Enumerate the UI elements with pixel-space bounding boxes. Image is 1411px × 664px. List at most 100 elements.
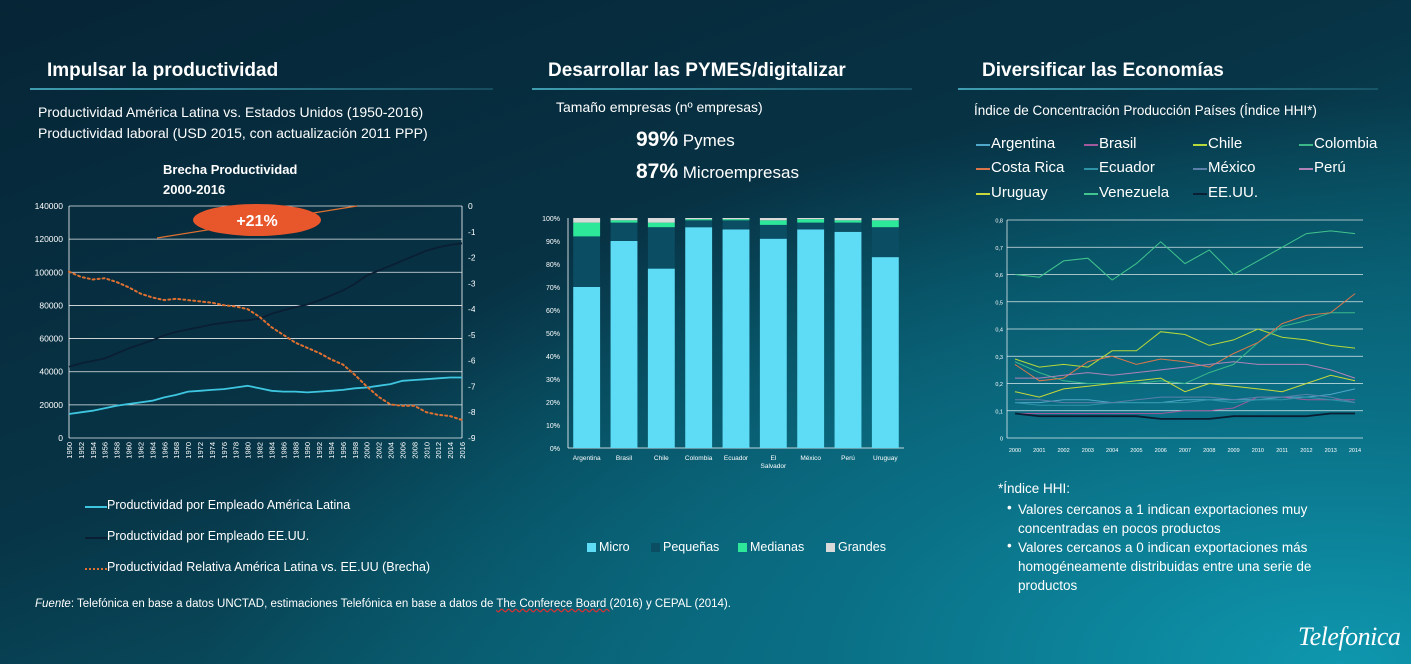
y-tick-label: 0,6 <box>995 273 1003 279</box>
x-tick-label: 1952 <box>77 442 86 459</box>
x-tick-label: 2013 <box>1325 448 1337 454</box>
y-tick-label: 30% <box>546 377 560 384</box>
section-title-productivity: Impulsar la productividad <box>47 60 279 81</box>
bar-segment <box>573 222 601 237</box>
section-title-diversify: Diversificar las Economías <box>982 60 1224 81</box>
source-link[interactable]: The Conferece Board <box>496 598 610 610</box>
hhi-legend-label: Costa Rica <box>991 159 1065 176</box>
bar-segment <box>573 236 601 287</box>
hhi-series-line <box>1015 361 1356 379</box>
hhi-legend-swatch <box>1084 144 1098 146</box>
productivity-chart: 020000400006000080000100000120000140000 … <box>35 201 475 459</box>
bar-segment <box>647 268 675 448</box>
y-tick-label-right: -9000 <box>468 433 475 443</box>
x-tick-label: 2007 <box>1179 448 1191 454</box>
gap-badge: +21% <box>236 213 277 230</box>
y-tick-label: 40% <box>546 354 560 361</box>
x-tick-label: 1996 <box>339 442 348 459</box>
x-tick-label: 1980 <box>244 442 253 459</box>
y-tick-label-left: 0 <box>58 433 63 443</box>
x-tick-label: 1982 <box>256 442 265 459</box>
bar-segment <box>610 218 638 221</box>
y-tick-label-right: -1000 <box>468 227 475 237</box>
x-tick-label: 2006 <box>398 442 407 459</box>
hhi-series-line <box>1014 374 1356 398</box>
x-tick-label: 2010 <box>422 442 431 459</box>
y-tick-label: 0 <box>1000 437 1003 443</box>
legend-gap: Productividad Relativa América Latina vs… <box>107 560 431 574</box>
y-tick-label: 100% <box>542 216 560 223</box>
stat-micro-value: 87% <box>636 160 679 183</box>
y-tick-label: 0% <box>550 446 560 453</box>
x-tick-label: 2000 <box>1009 448 1021 454</box>
hhi-series-line <box>1014 396 1356 406</box>
x-tick-label: 2001 <box>1033 448 1045 454</box>
legend-swatch-gap <box>85 568 107 570</box>
x-tick-label: Argentina <box>573 455 601 462</box>
x-tick-label: 1958 <box>113 442 122 459</box>
bar-segment <box>573 287 601 448</box>
x-tick-label: 2011 <box>1276 448 1288 454</box>
bar-segment <box>834 218 862 221</box>
productivity-subtitle-1: Productividad América Latina vs. Estados… <box>38 104 424 120</box>
y-tick-label: 70% <box>546 285 560 292</box>
x-tick-label: Colombia <box>685 455 713 462</box>
x-tick-label: 2012 <box>1300 448 1312 454</box>
x-tick-label: 2012 <box>434 442 443 459</box>
y-tick-label: 0,3 <box>995 355 1003 361</box>
y-tick-label: 50% <box>546 331 560 338</box>
y-tick-label-left: 60000 <box>39 334 63 344</box>
hhi-legend-swatch <box>1193 168 1207 170</box>
hhi-chart: 0 0,1 0,2 0,3 0,4 0,5 0,6 0,7 0,8 2000 2001 2002 20… <box>995 219 1363 454</box>
x-tick-label: 1970 <box>184 442 193 459</box>
bar-segment <box>871 218 899 221</box>
hhi-legend-label: México <box>1208 159 1256 176</box>
legend-swatch-pequenas <box>651 543 660 552</box>
x-tick-label: 1960 <box>125 442 134 459</box>
hhi-legend-swatch <box>976 168 990 170</box>
bar-segment <box>610 220 638 223</box>
y-tick-label: 10% <box>546 423 560 430</box>
x-tick-label: 1950 <box>65 442 74 459</box>
bar-segment <box>647 222 675 228</box>
stat-pymes-value: 99% <box>636 128 679 151</box>
x-tick-label: 2010 <box>1252 448 1264 454</box>
y-tick-label-right: -3000 <box>468 278 475 288</box>
legend-swatch-micro <box>587 543 596 552</box>
bar-segment <box>722 219 750 221</box>
bar-segment <box>759 238 787 448</box>
y-tick-label-right: -2000 <box>468 253 475 263</box>
x-tick-label: 1986 <box>279 442 288 459</box>
legend-swatch-medianas <box>738 543 747 552</box>
x-tick-label: 2006 <box>1155 448 1167 454</box>
hhi-series-line <box>1014 328 1356 368</box>
hhi-series-line <box>1014 293 1356 382</box>
hhi-legend-label: Ecuador <box>1099 159 1155 176</box>
y-tick-label-right: -8000 <box>468 407 475 417</box>
y-tick-label: 0,7 <box>995 246 1003 252</box>
bullet-2: • <box>1007 538 1012 553</box>
legend-latam: Productividad por Empleado América Latin… <box>107 498 351 512</box>
x-tick-label: 1992 <box>315 442 324 459</box>
title-underline <box>30 88 493 90</box>
hhi-legend-label: Perú <box>1314 159 1346 176</box>
stat-micro-label: Microempresas <box>682 163 799 182</box>
bar-segment <box>647 227 675 269</box>
y-tick-label: 0,4 <box>995 328 1003 334</box>
note-2-line-2: homogéneamente distribuidas entre una se… <box>1018 559 1312 574</box>
bar-segment <box>759 218 787 221</box>
hhi-note-bullet-2: Valores cercanos a 0 indican exportacion… <box>1018 538 1311 595</box>
bar-segment <box>722 218 750 220</box>
y-tick-label-left: 40000 <box>39 367 63 377</box>
legend-swatch-grandes <box>826 543 835 552</box>
x-tick-label: 1990 <box>303 442 312 459</box>
x-tick-label: 1962 <box>136 442 145 459</box>
y-tick-label: 20% <box>546 400 560 407</box>
stat-pymes-label: Pymes <box>682 131 735 150</box>
x-tick-label: 1972 <box>196 442 205 459</box>
y-tick-label: 0,8 <box>995 219 1003 225</box>
hhi-legend-swatch <box>976 144 990 146</box>
bar-segment <box>722 229 750 448</box>
x-tick-label: 2000 <box>363 442 372 459</box>
bar-segment <box>647 218 675 223</box>
